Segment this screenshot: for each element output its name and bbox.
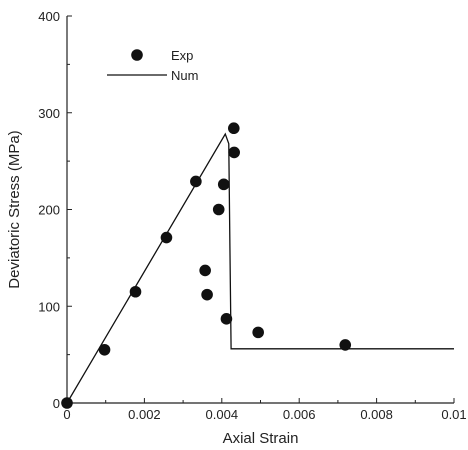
exp-data-point bbox=[129, 285, 142, 298]
x-tick-label: 0.008 bbox=[360, 407, 393, 422]
y-tick-label: 0 bbox=[53, 396, 60, 411]
y-tick-label: 100 bbox=[38, 299, 60, 314]
exp-data-point bbox=[227, 122, 240, 135]
exp-data-point bbox=[252, 326, 264, 339]
exp-data-point bbox=[190, 175, 202, 188]
y-axis-title: Deviatoric Stress (MPa) bbox=[6, 130, 23, 288]
exp-data-point bbox=[201, 288, 213, 301]
axes: 0 0.002 0.004 0.006 0.008 0.01 0 100 200 300 400 bbox=[38, 9, 466, 422]
y-tick-label: 200 bbox=[38, 203, 60, 218]
x-tick-label: 0.01 bbox=[441, 407, 466, 422]
legend-num-label: Num bbox=[171, 68, 198, 83]
exp-data-point bbox=[212, 203, 225, 216]
exp-data-point bbox=[199, 264, 211, 277]
x-tick-label: 0.004 bbox=[206, 407, 239, 422]
exp-data-point bbox=[61, 397, 73, 409]
exp-data-point bbox=[339, 339, 352, 351]
y-tick-label: 400 bbox=[38, 9, 60, 24]
x-tick-label: 0.002 bbox=[128, 407, 161, 422]
x-tick-label: 0.006 bbox=[283, 407, 316, 422]
exp-data-point bbox=[160, 231, 173, 244]
num-series-line bbox=[66, 132, 454, 404]
legend-exp-label: Exp bbox=[171, 48, 193, 63]
num-series-layer bbox=[66, 132, 454, 404]
exp-data-point bbox=[220, 313, 233, 325]
exp-data-point bbox=[217, 178, 230, 191]
legend-exp-marker bbox=[131, 49, 143, 61]
exp-data-point bbox=[228, 146, 240, 159]
x-tick-label: 0 bbox=[63, 407, 70, 422]
exp-series-layer bbox=[61, 122, 352, 409]
x-axis-title: Axial Strain bbox=[223, 430, 299, 447]
y-tick-label: 300 bbox=[38, 106, 60, 121]
exp-data-point bbox=[98, 343, 111, 356]
legend: Exp Num bbox=[107, 48, 198, 83]
